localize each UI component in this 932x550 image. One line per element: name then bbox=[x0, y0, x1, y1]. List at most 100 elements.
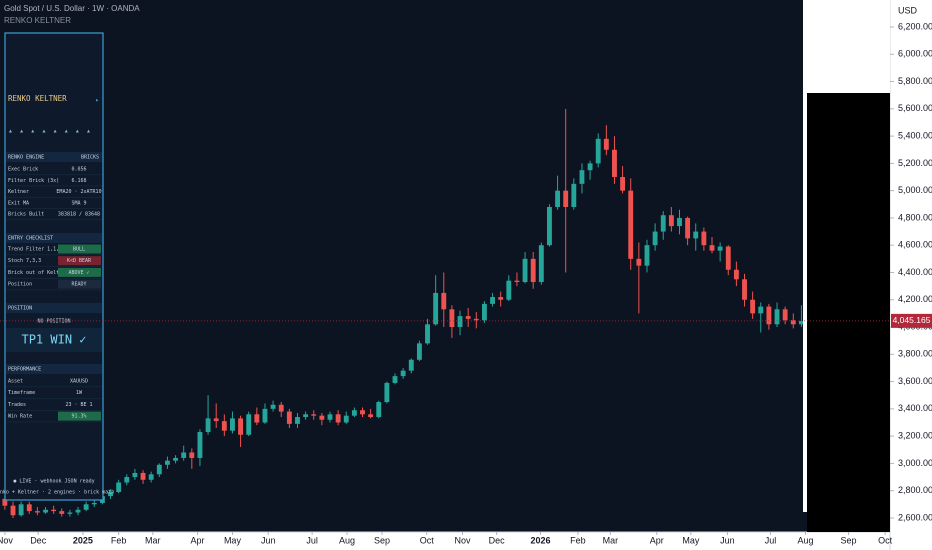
candle-body bbox=[75, 509, 81, 513]
x-tick-label: Apr bbox=[650, 535, 664, 545]
x-tick-label: Nov bbox=[0, 535, 13, 545]
row-badge bbox=[58, 244, 101, 254]
candle-body bbox=[595, 138, 601, 164]
candle-body bbox=[514, 280, 520, 283]
candle-body bbox=[522, 258, 528, 283]
y-tick-label: 6,200.000 bbox=[898, 21, 932, 31]
candle-body bbox=[790, 320, 796, 325]
x-tick-label: Nov bbox=[454, 535, 471, 545]
candle-body bbox=[197, 432, 203, 458]
price-axis-bg bbox=[890, 0, 932, 550]
candle-body bbox=[498, 297, 504, 300]
candles bbox=[2, 108, 804, 518]
candle-body bbox=[465, 316, 471, 319]
candle-body bbox=[246, 414, 252, 435]
candle-body bbox=[351, 410, 357, 416]
candle-body bbox=[83, 504, 89, 510]
y-tick-label: 3,800.000 bbox=[898, 349, 932, 359]
candle-body bbox=[612, 149, 617, 178]
currency-label: USD bbox=[898, 5, 918, 15]
y-tick-label: 2,600.000 bbox=[898, 512, 932, 522]
candle-body bbox=[433, 292, 439, 325]
candle-body bbox=[384, 382, 390, 403]
candle-body bbox=[628, 190, 634, 259]
candle-body bbox=[376, 402, 382, 418]
x-tick-label: 2025 bbox=[73, 535, 93, 545]
candle-body bbox=[579, 170, 585, 184]
candle-body bbox=[116, 482, 122, 493]
row-value: XAUUSD bbox=[70, 379, 88, 385]
x-tick-label: 2026 bbox=[530, 535, 550, 545]
candle-body bbox=[782, 309, 788, 321]
panel-footer: ● LIVE · webhook JSON ready bbox=[13, 479, 94, 485]
candle-body bbox=[360, 410, 365, 415]
candle-body bbox=[774, 309, 780, 325]
candle-body bbox=[254, 414, 260, 423]
row-value: EMA20 · 2xATR10 bbox=[56, 189, 101, 195]
x-tick-label: Jun bbox=[261, 535, 276, 545]
row-value: READY bbox=[71, 282, 86, 288]
candle-body bbox=[449, 309, 455, 328]
candle-body bbox=[660, 215, 666, 232]
candle-body bbox=[319, 415, 325, 420]
row-label: Stoch 7,3,3 bbox=[8, 258, 41, 264]
candle-body bbox=[59, 511, 65, 514]
y-tick-label: 5,800.000 bbox=[898, 76, 932, 86]
candle-body bbox=[230, 418, 235, 431]
y-tick-label: 5,400.000 bbox=[898, 130, 932, 140]
candle-body bbox=[18, 504, 24, 516]
candle-body bbox=[286, 411, 292, 424]
candle-body bbox=[26, 504, 32, 512]
candle-body bbox=[343, 415, 349, 423]
y-tick-label: 2,800.000 bbox=[898, 485, 932, 495]
candle-body bbox=[481, 303, 487, 321]
section-header-bg bbox=[6, 303, 102, 313]
row-value: 23 · BE 1 bbox=[65, 402, 92, 408]
candle-body bbox=[2, 498, 8, 506]
candle-body bbox=[725, 246, 731, 270]
candle-body bbox=[677, 217, 682, 227]
x-tick-label: Aug bbox=[797, 535, 813, 545]
x-tick-label: Apr bbox=[190, 535, 204, 545]
row-label: Exit MA bbox=[8, 200, 29, 206]
candle-body bbox=[620, 177, 626, 191]
y-tick-label: 4,800.000 bbox=[898, 212, 932, 222]
panel-title: RENKO KELTNER bbox=[8, 94, 67, 103]
candle-body bbox=[693, 231, 699, 239]
candle-body bbox=[124, 477, 130, 483]
candle-body bbox=[189, 452, 195, 458]
row-label: Position bbox=[8, 282, 32, 288]
row-value: 6.168 bbox=[71, 178, 86, 184]
candle-body bbox=[10, 505, 16, 516]
row-label: Trend Filter 1,1,1 bbox=[8, 247, 62, 253]
candle-body bbox=[587, 163, 593, 171]
candle-body bbox=[156, 464, 162, 475]
x-tick-label: Oct bbox=[878, 535, 893, 545]
candle-body bbox=[91, 502, 97, 505]
x-tick-label: May bbox=[682, 535, 700, 545]
candle-body bbox=[400, 370, 406, 377]
candle-body bbox=[425, 324, 430, 344]
candle-body bbox=[685, 217, 691, 239]
candle-body bbox=[571, 183, 577, 208]
candle-body bbox=[547, 207, 552, 246]
section-header: PERFORMANCE bbox=[8, 367, 41, 373]
y-tick-label: 4,400.000 bbox=[898, 267, 932, 277]
price-label: 4,045.165 bbox=[893, 315, 931, 325]
candle-body bbox=[742, 279, 747, 300]
candle-body bbox=[603, 138, 609, 150]
row-value: BULL bbox=[73, 247, 85, 253]
candle-body bbox=[270, 404, 276, 409]
x-tick-label: Feb bbox=[111, 535, 127, 545]
x-tick-label: Aug bbox=[339, 535, 355, 545]
y-tick-label: 3,200.000 bbox=[898, 431, 932, 441]
x-tick-label: Sep bbox=[841, 535, 857, 545]
x-tick-label: Dec bbox=[489, 535, 506, 545]
candle-body bbox=[766, 306, 772, 325]
candle-body bbox=[416, 343, 422, 360]
position-result-bg bbox=[6, 328, 102, 352]
row-badge bbox=[58, 411, 101, 421]
candle-body bbox=[221, 421, 227, 431]
section-header: RENKO ENGINE bbox=[8, 155, 44, 161]
row-label: Timeframe bbox=[8, 390, 35, 396]
